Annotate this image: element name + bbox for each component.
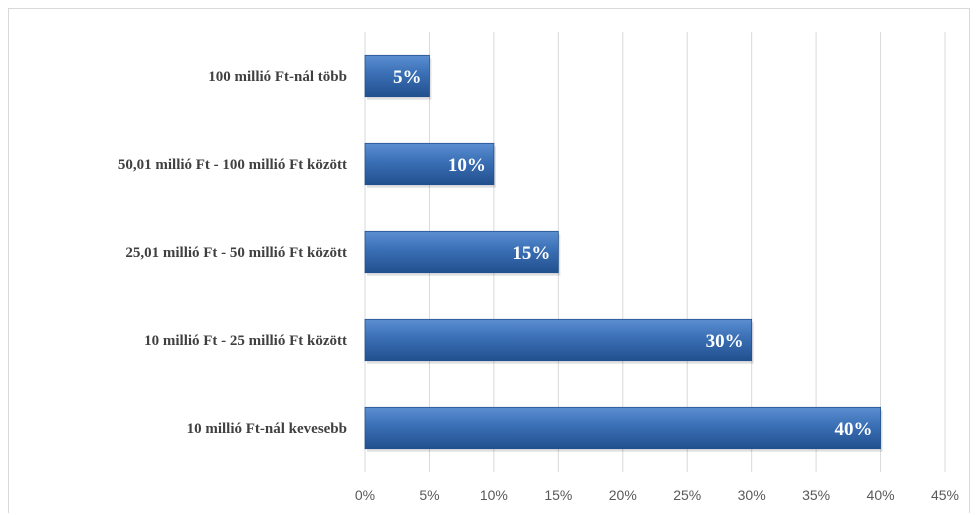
data-label: 15% [512,243,550,264]
data-label: 5% [393,67,422,88]
x-tick-label: 0% [355,487,375,503]
x-tick-label: 15% [544,487,572,503]
x-tick-label: 25% [673,487,701,503]
bars: 5% 10% 15% 30% 40% [364,54,883,452]
x-axis-ticks: 0% 5% 10% 15% 20% 25% 30% 35% 40% 45% [355,487,959,503]
category-label: 100 millió Ft-nál több [208,69,347,85]
x-tick-label: 35% [802,487,830,503]
x-tick-label: 20% [609,487,637,503]
bar [364,406,881,450]
data-label: 30% [706,331,744,352]
category-label: 10 millió Ft-nál kevesebb [187,421,347,437]
category-label: 25,01 millió Ft - 50 millió Ft között [125,245,347,261]
category-labels: 100 millió Ft-nál több 50,01 millió Ft - … [118,69,347,437]
bar [364,54,430,98]
bar [364,142,495,186]
data-label: 10% [448,155,486,176]
category-label: 50,01 millió Ft - 100 millió Ft között [118,157,347,173]
x-tick-label: 10% [480,487,508,503]
x-tick-label: 40% [867,487,895,503]
category-label: 10 millió Ft - 25 millió Ft között [144,333,347,349]
chart-frame [8,8,970,513]
x-tick-label: 45% [931,487,959,503]
data-label: 40% [835,419,873,440]
x-tick-label: 5% [419,487,439,503]
x-tick-label: 30% [738,487,766,503]
bar [364,318,753,362]
bar [364,230,559,274]
